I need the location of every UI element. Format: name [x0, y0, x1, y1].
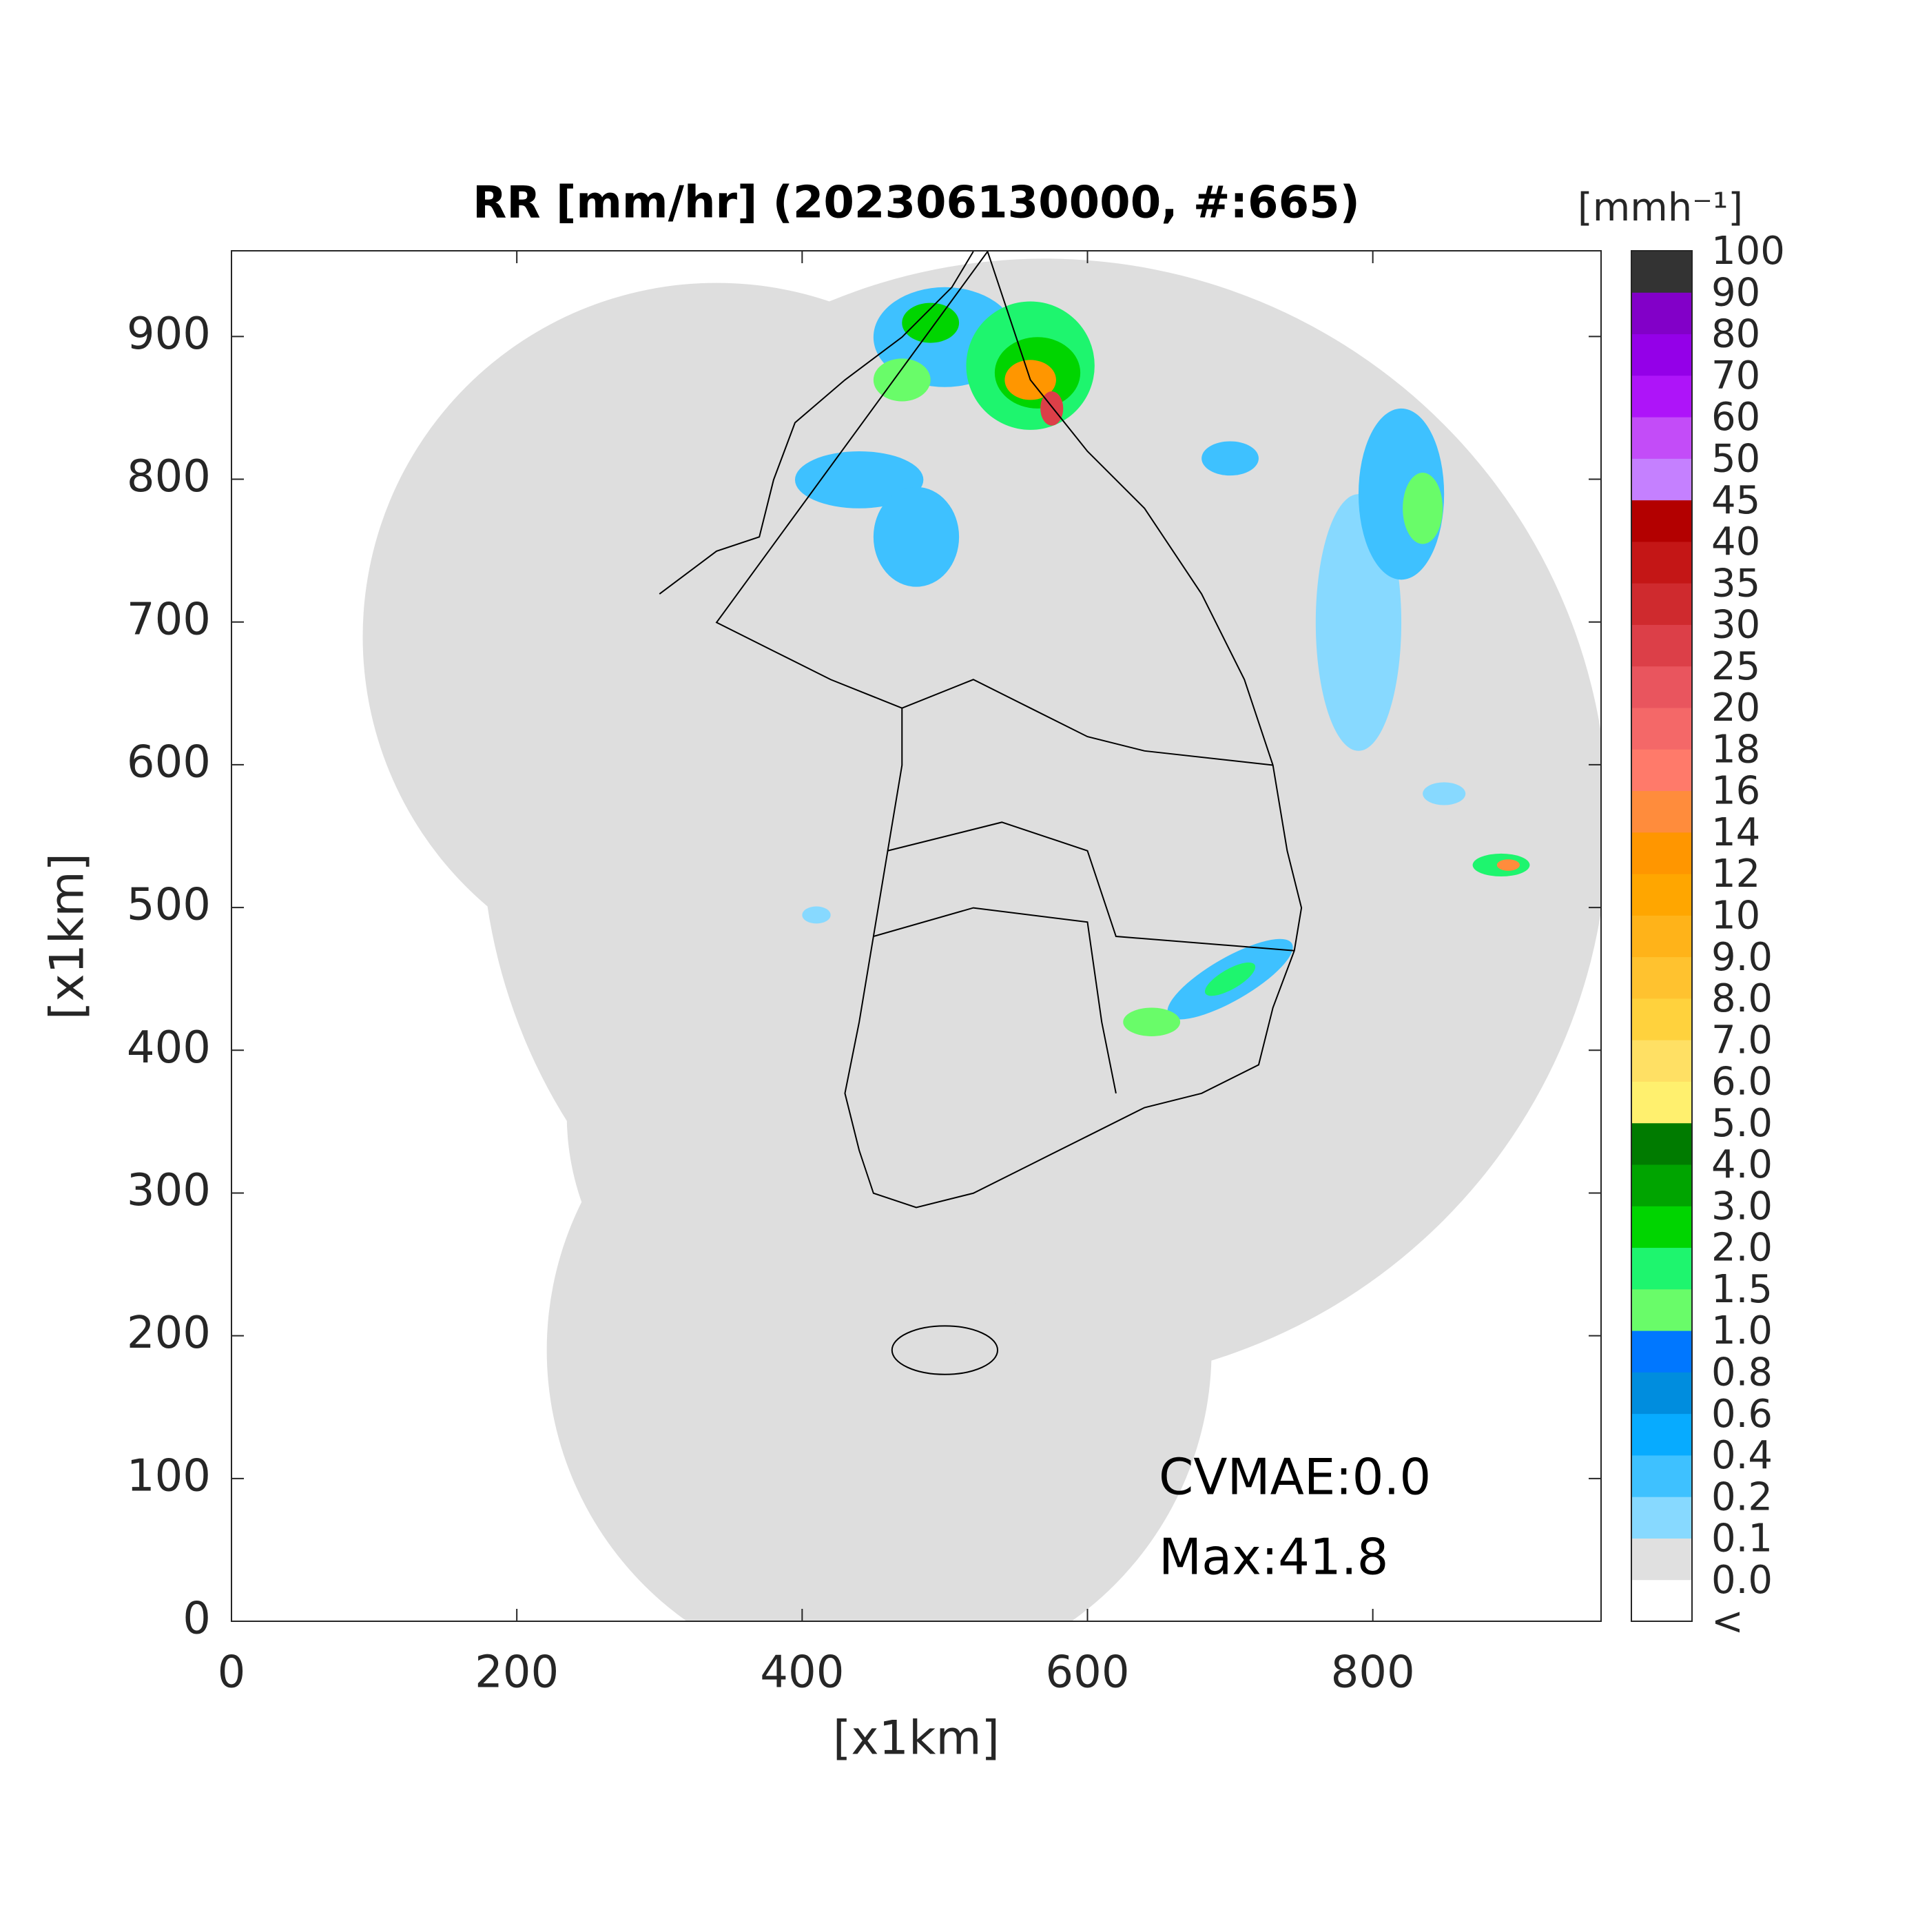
colorbar-tick-label: 1.5 — [1711, 1267, 1773, 1312]
colorbar-bin — [1631, 1579, 1692, 1622]
colorbar-bin — [1631, 998, 1692, 1040]
y-tick-label: 800 — [127, 451, 211, 502]
colorbar-bin — [1631, 624, 1692, 667]
y-tick-label: 300 — [127, 1165, 211, 1216]
colorbar-bin — [1631, 1413, 1692, 1456]
colorbar-bin — [1631, 1040, 1692, 1082]
colorbar-tick-label: 1.0 — [1711, 1308, 1773, 1353]
colorbar-bin — [1631, 1081, 1692, 1124]
colorbar-bin — [1631, 915, 1692, 958]
colorbar-bin — [1631, 1206, 1692, 1248]
colorbar-bin — [1631, 333, 1692, 376]
colorbar-tick-label: 6.0 — [1711, 1060, 1773, 1104]
colorbar-bin — [1631, 1372, 1692, 1415]
colorbar-tick-label: 0.6 — [1711, 1392, 1773, 1437]
colorbar-tick-label: 5.0 — [1711, 1101, 1773, 1146]
colorbar-tick-label: 90 — [1711, 270, 1760, 315]
colorbar-bin — [1631, 1164, 1692, 1206]
x-tick-label: 400 — [760, 1647, 844, 1698]
colorbar-tick-label: 3.0 — [1711, 1184, 1773, 1229]
colorbar-bin — [1631, 1330, 1692, 1373]
colorbar-bin — [1631, 874, 1692, 916]
y-tick-label: 600 — [127, 737, 211, 788]
y-tick-label: 500 — [127, 880, 211, 931]
colorbar-tick-label: 14 — [1711, 810, 1760, 855]
x-tick-label: 800 — [1331, 1647, 1415, 1698]
colorbar-tick-label: 45 — [1711, 478, 1760, 523]
colorbar-tick-label: 10 — [1711, 894, 1760, 938]
colorbar-tick-label: 70 — [1711, 353, 1760, 398]
colorbar-tick-label: 30 — [1711, 603, 1760, 648]
annotation: CVMAE:0.0 — [1159, 1448, 1431, 1506]
colorbar-tick-label: 0.2 — [1711, 1474, 1773, 1519]
colorbar-bin — [1631, 375, 1692, 418]
colorbar-tick-label: 7.0 — [1711, 1018, 1773, 1062]
colorbar-bin — [1631, 500, 1692, 542]
colorbar-bin — [1631, 956, 1692, 999]
colorbar-bin — [1631, 749, 1692, 792]
colorbar-tick-label: 25 — [1711, 644, 1760, 689]
rain-cells — [794, 287, 1530, 1036]
colorbar-bin — [1631, 1538, 1692, 1581]
colorbar-label: [mmh⁻¹] — [1578, 185, 1743, 230]
x-axis-label: [x1km] — [833, 1712, 1000, 1766]
x-tick-label: 0 — [218, 1647, 246, 1698]
colorbar-bin — [1631, 1288, 1692, 1331]
y-tick-label: 0 — [183, 1594, 211, 1645]
colorbar-tick-label: 9.0 — [1711, 935, 1773, 980]
colorbar-bin — [1631, 292, 1692, 335]
colorbar-bin — [1631, 1122, 1692, 1165]
colorbar-bin — [1631, 666, 1692, 708]
colorbar-tick-label: 12 — [1711, 852, 1760, 896]
y-axis-label: [x1km] — [41, 853, 95, 1020]
y-tick-label: 700 — [127, 594, 211, 645]
colorbar-tick-label: 2.0 — [1711, 1226, 1773, 1271]
colorbar-bin — [1631, 1247, 1692, 1290]
colorbar-tick-label: 16 — [1711, 769, 1760, 814]
chart-title: RR [mm/hr] (202306130000, #:665) — [473, 178, 1360, 229]
colorbar-tick-label: 100 — [1711, 229, 1785, 274]
colorbar-bin — [1631, 541, 1692, 584]
plot-frame — [231, 250, 1602, 1622]
y-tick-label: 900 — [127, 309, 211, 360]
colorbar-frame — [1631, 250, 1693, 1622]
coastline — [659, 251, 1301, 1375]
colorbar-tick-label: 20 — [1711, 686, 1760, 730]
colorbar-tick-label: 4.0 — [1711, 1142, 1773, 1187]
colorbar-tick-label: 18 — [1711, 727, 1760, 772]
colorbar-bin — [1631, 1455, 1692, 1497]
colorbar-tick-label: 0.0 — [1711, 1558, 1773, 1603]
colorbar-tick-label: 0.4 — [1711, 1433, 1773, 1478]
colorbar-bin — [1631, 417, 1692, 459]
colorbar-tick-label: 0.1 — [1711, 1517, 1773, 1561]
colorbar-bin — [1631, 832, 1692, 874]
colorbar-bin — [1631, 790, 1692, 833]
annotation: Max:41.8 — [1159, 1528, 1388, 1586]
colorbar-tick-label: 35 — [1711, 561, 1760, 606]
colorbar-bin — [1631, 251, 1692, 293]
colorbar-bin — [1631, 458, 1692, 501]
colorbar-tick-label: 50 — [1711, 437, 1760, 482]
colorbar-bin — [1631, 583, 1692, 625]
x-tick-label: 600 — [1045, 1647, 1129, 1698]
y-tick-label: 100 — [127, 1450, 211, 1501]
colorbar-tick-label: 60 — [1711, 395, 1760, 440]
colorbar-tick-label: 80 — [1711, 312, 1760, 357]
radar-coverage — [362, 258, 1601, 1621]
y-tick-label: 400 — [127, 1022, 211, 1073]
radar-field — [362, 251, 1601, 1621]
colorbar-tick-label: 8.0 — [1711, 976, 1773, 1021]
colorbar-tick-label: 0.8 — [1711, 1350, 1773, 1395]
x-tick-label: 200 — [475, 1647, 559, 1698]
y-tick-label: 200 — [127, 1308, 211, 1359]
map-layer — [362, 251, 1601, 1621]
colorbar-bin — [1631, 708, 1692, 750]
colorbar-tick-label: 40 — [1711, 520, 1760, 564]
colorbar-tick-label: < — [1711, 1599, 1744, 1644]
colorbar-bin — [1631, 1497, 1692, 1539]
